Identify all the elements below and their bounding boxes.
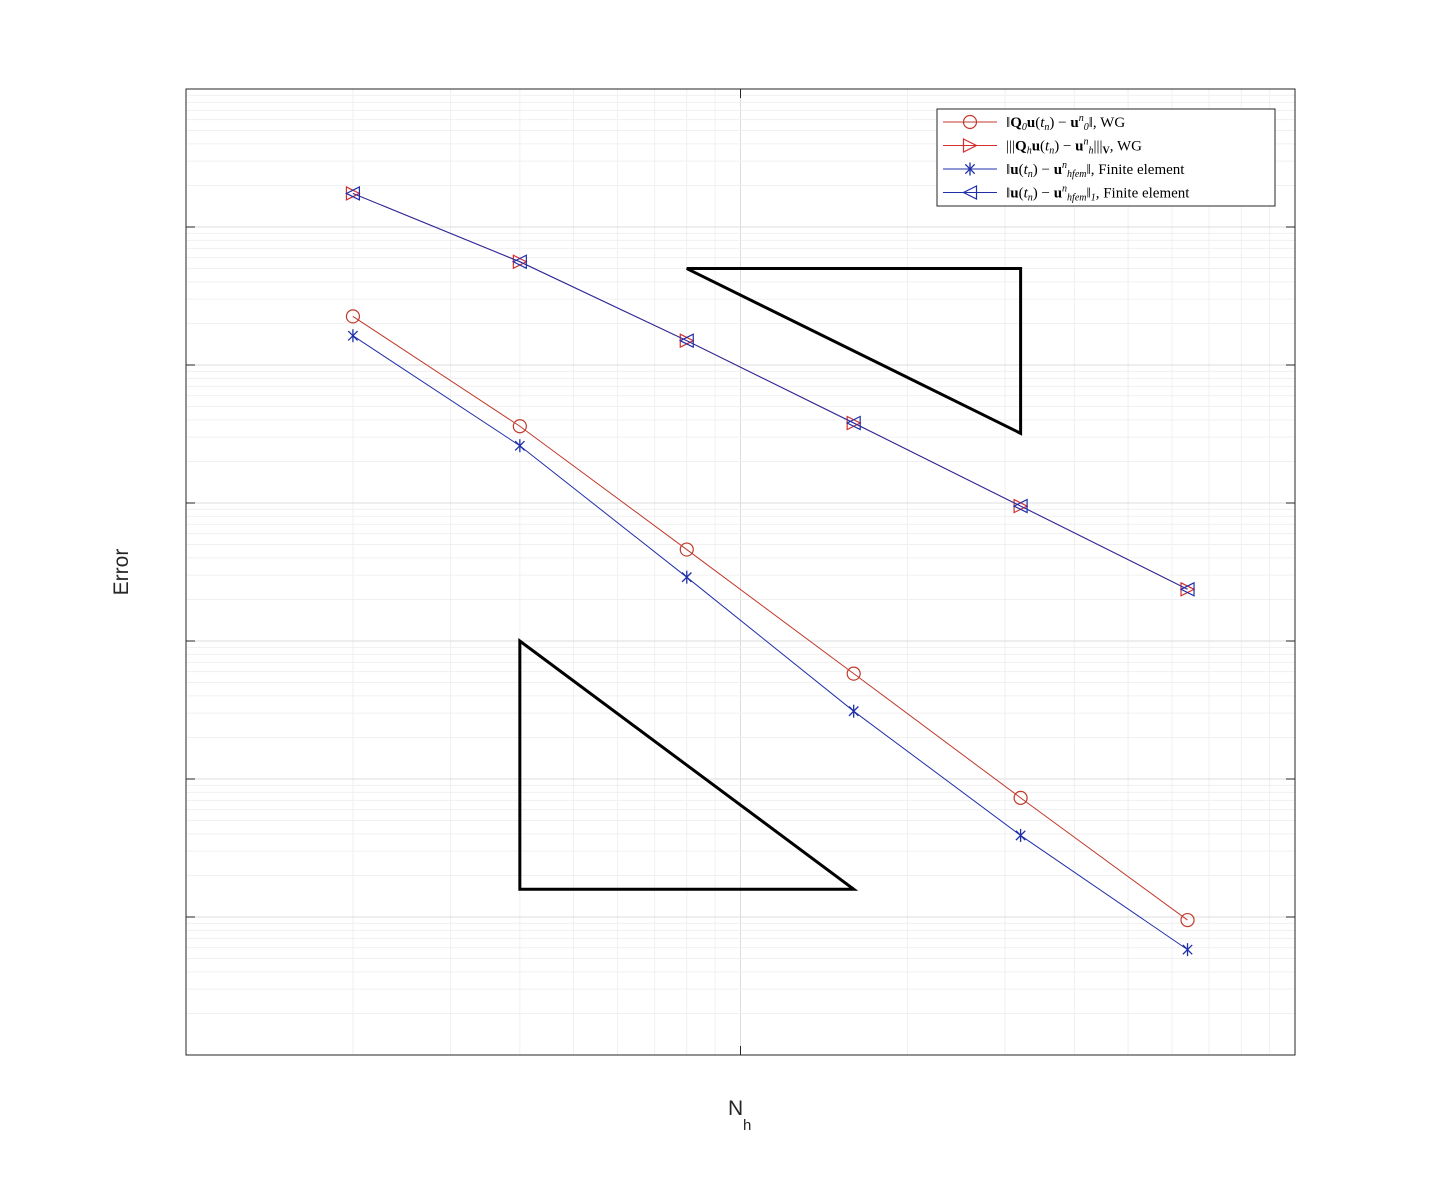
circle-marker: [962, 114, 978, 130]
triangle-left-marker: [1179, 581, 1195, 597]
triangle-left-marker: [845, 415, 861, 431]
asterisk-stroke: [681, 572, 692, 583]
x-axis-label: N h: [728, 1097, 751, 1134]
asterisk-stroke: [1015, 830, 1026, 841]
triangle-left-marker: [512, 254, 527, 270]
asterisk-marker: [347, 329, 359, 343]
data-point: [679, 542, 694, 557]
asterisk-stroke: [514, 440, 525, 451]
triangle-left-marker: [962, 185, 978, 200]
asterisk-stroke: [347, 330, 359, 341]
series-line: [352, 335, 1188, 951]
series-line: [352, 192, 1188, 590]
legend-label: |||Qhu(tn) − unh|||V, WG: [1006, 137, 1142, 157]
slope-triangles: [518, 267, 1023, 891]
series-4: [345, 185, 1195, 597]
asterisk-stroke: [964, 163, 976, 175]
asterisk-marker: [681, 570, 692, 584]
legend-label: ‖Q0u(tn) − un0‖, WG: [1006, 113, 1125, 133]
circle-marker: [1180, 912, 1195, 928]
data-point: [514, 439, 525, 453]
asterisk-marker: [514, 439, 525, 453]
data-point: [345, 185, 361, 201]
data-point: [846, 666, 861, 681]
data-point: [1012, 498, 1028, 514]
data-point: [1179, 581, 1195, 597]
legend-label: ‖u(tn) − unhfem‖1, Finite element: [1006, 184, 1190, 204]
triangle-left-marker: [345, 185, 361, 201]
asterisk-marker: [964, 162, 976, 176]
triangle-left-marker: [678, 333, 694, 349]
data-point: [681, 570, 692, 584]
data-point: [845, 415, 861, 431]
data-point: [347, 329, 359, 343]
slope-triangle: [518, 638, 859, 891]
circle-marker: [846, 666, 861, 681]
triangle-left-marker: [1012, 498, 1028, 514]
legend-entry: ‖u(tn) − unhfem‖, Finite element: [943, 160, 1185, 180]
circle-marker: [512, 419, 527, 434]
data-series: [345, 185, 1196, 957]
y-axis-label: Error: [110, 549, 133, 596]
data-point: [1180, 912, 1195, 928]
series-1: [345, 309, 1195, 928]
axis-ticks: [185, 88, 1296, 1056]
legend-box: [936, 108, 1276, 207]
slope-triangle: [686, 267, 1023, 436]
data-point: [1015, 828, 1026, 842]
data-point: [345, 309, 361, 324]
legend-entry: ‖Q0u(tn) − un0‖, WG: [943, 113, 1125, 133]
legend-entry: |||Qhu(tn) − unh|||V, WG: [943, 137, 1142, 157]
asterisk-stroke: [848, 706, 859, 717]
legend-label: ‖u(tn) − unhfem‖, Finite element: [1006, 160, 1185, 180]
x-axis-label-main: N: [728, 1097, 743, 1120]
circle-marker: [1013, 790, 1028, 805]
data-point: [1182, 943, 1193, 957]
asterisk-stroke: [1182, 944, 1193, 955]
legend-entry: ‖u(tn) − unhfem‖1, Finite element: [943, 184, 1190, 204]
series-line: [352, 315, 1188, 921]
circle-marker: [679, 542, 694, 557]
data-point: [512, 254, 527, 270]
asterisk-marker: [848, 704, 859, 718]
asterisk-marker: [1015, 828, 1026, 842]
triangle-right-marker: [962, 138, 978, 153]
data-point: [848, 704, 859, 718]
data-point: [678, 333, 694, 349]
circle-marker: [345, 309, 361, 324]
asterisk-marker: [1182, 943, 1193, 957]
data-point: [1013, 790, 1028, 805]
legend: ‖Q0u(tn) − un0‖, WG |||Qhu(tn) − unh|||V,…: [936, 108, 1276, 207]
series-3: [347, 329, 1193, 957]
data-point: [512, 419, 527, 434]
x-axis-label-subscript: h: [743, 1117, 751, 1134]
